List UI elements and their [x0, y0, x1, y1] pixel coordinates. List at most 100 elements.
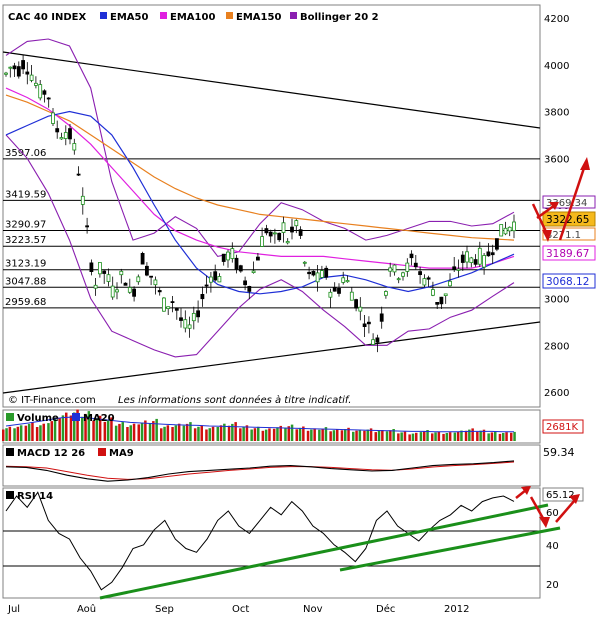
- volume-bar: [35, 427, 39, 441]
- volume-bar: [385, 431, 389, 441]
- volume-bar: [298, 427, 302, 441]
- volume-bar: [381, 430, 384, 441]
- candle-body: [144, 265, 149, 276]
- badge-ema-b: [542, 273, 596, 289]
- volume-bar: [31, 422, 34, 441]
- volume-bar: [81, 416, 84, 441]
- candle-body: [51, 112, 55, 124]
- volume-bar: [121, 422, 124, 441]
- candle-body: [127, 287, 132, 293]
- legend: CAC 40 INDEX EMA50 EMA100 EMA150 Bolling…: [8, 12, 379, 23]
- legend-ema50-swatch: [100, 12, 107, 19]
- volume-bar: [513, 431, 516, 441]
- volume-bar: [148, 423, 152, 441]
- arrow-up-long-head: [580, 157, 590, 170]
- volume-bar: [324, 427, 328, 441]
- volume-bar: [423, 431, 426, 441]
- level-label: 3419.59: [5, 189, 46, 200]
- volume-badge: [542, 419, 584, 434]
- volume-bar: [171, 427, 174, 441]
- volume-bar: [442, 433, 445, 441]
- volume-bars: [2, 409, 516, 442]
- candle-body: [230, 248, 235, 259]
- volume-bar: [73, 412, 76, 441]
- candle-body: [383, 291, 388, 296]
- candle-body: [72, 143, 77, 151]
- candle-body: [93, 284, 98, 289]
- volume-bar: [42, 423, 45, 441]
- volume-bar: [419, 432, 423, 441]
- volume-bar: [482, 429, 486, 441]
- candle-body: [157, 290, 162, 293]
- candle-body: [307, 271, 312, 275]
- volume-bar: [166, 425, 170, 442]
- candle-body: [106, 274, 111, 282]
- arrow-up-long: [558, 164, 587, 241]
- candle-body: [272, 232, 277, 235]
- legend-ema100: EMA100: [170, 12, 215, 23]
- x-label-dec: Déc: [376, 603, 395, 615]
- candle-body: [448, 280, 452, 287]
- y-tick-label: 4000: [544, 61, 569, 72]
- candle-body: [413, 262, 418, 268]
- rsi-arrow-up-right: [555, 499, 576, 523]
- volume-bar: [310, 429, 313, 441]
- volume-bar: [182, 425, 186, 441]
- volume-bar: [329, 431, 332, 441]
- candle-body: [29, 74, 34, 81]
- volume-bar: [505, 432, 508, 441]
- candle-body: [21, 60, 26, 70]
- volume-bar: [16, 426, 20, 442]
- candle-body: [123, 282, 128, 286]
- legend-bollinger: Bollinger 20 2: [300, 12, 379, 23]
- badge-ema-a-text: 3189.67: [546, 248, 589, 260]
- candle-body: [366, 321, 371, 325]
- volume-bar: [205, 429, 208, 441]
- x-label-nov: Nov: [303, 604, 323, 615]
- volume-bar: [468, 429, 471, 441]
- macd-lines: [5, 460, 515, 482]
- arrow-up-small-head: [549, 202, 559, 210]
- legend-ema150: EMA150: [236, 12, 281, 23]
- candle-body: [102, 270, 107, 274]
- candle-body: [281, 222, 286, 233]
- candle-body: [512, 221, 516, 232]
- y-tick-label: 3800: [544, 108, 569, 119]
- volume-bar: [347, 427, 350, 441]
- x-axis-labels: Jul Aoû Sep Oct Nov Déc 2012: [7, 603, 469, 615]
- level-label: 3047.88: [5, 276, 46, 287]
- candle-body: [34, 82, 38, 86]
- candle-body: [255, 256, 260, 261]
- volume-bar: [118, 423, 121, 441]
- price-badges: 3369.34 3322.65 3271.1 3189.67 3068.12: [542, 195, 596, 289]
- x-label-jul: Jul: [7, 604, 20, 615]
- volume-bar: [279, 425, 282, 441]
- volume-bar: [272, 428, 276, 441]
- rsi-arrow-down: [529, 496, 546, 521]
- candle-body: [409, 253, 414, 259]
- candle-body: [482, 255, 487, 268]
- ema50-line: [5, 110, 515, 295]
- volume-bar: [494, 431, 497, 441]
- candle-body: [358, 306, 363, 312]
- volume-bar: [242, 426, 245, 442]
- rsi-tick-20: 20: [546, 580, 559, 591]
- volume-bar: [453, 432, 457, 441]
- volume-bar: [471, 428, 474, 441]
- volume-bar: [129, 425, 132, 441]
- volume-bar: [200, 425, 203, 442]
- volume-bar: [174, 425, 178, 441]
- candle-body: [422, 278, 427, 286]
- candle-body: [4, 72, 8, 75]
- volume-bar: [197, 426, 200, 442]
- volume-swatch: [6, 413, 14, 421]
- volume-bar: [377, 431, 381, 441]
- level-label: 3223.57: [5, 235, 46, 246]
- badge-bb-mid-text: 3271.1: [546, 230, 581, 241]
- arrow-up-small: [536, 203, 556, 220]
- level-label: 2959.68: [5, 297, 46, 308]
- bollinger-lower: [5, 134, 515, 358]
- candle-body: [405, 262, 410, 272]
- candle-body: [371, 339, 376, 345]
- candle-body: [362, 323, 367, 327]
